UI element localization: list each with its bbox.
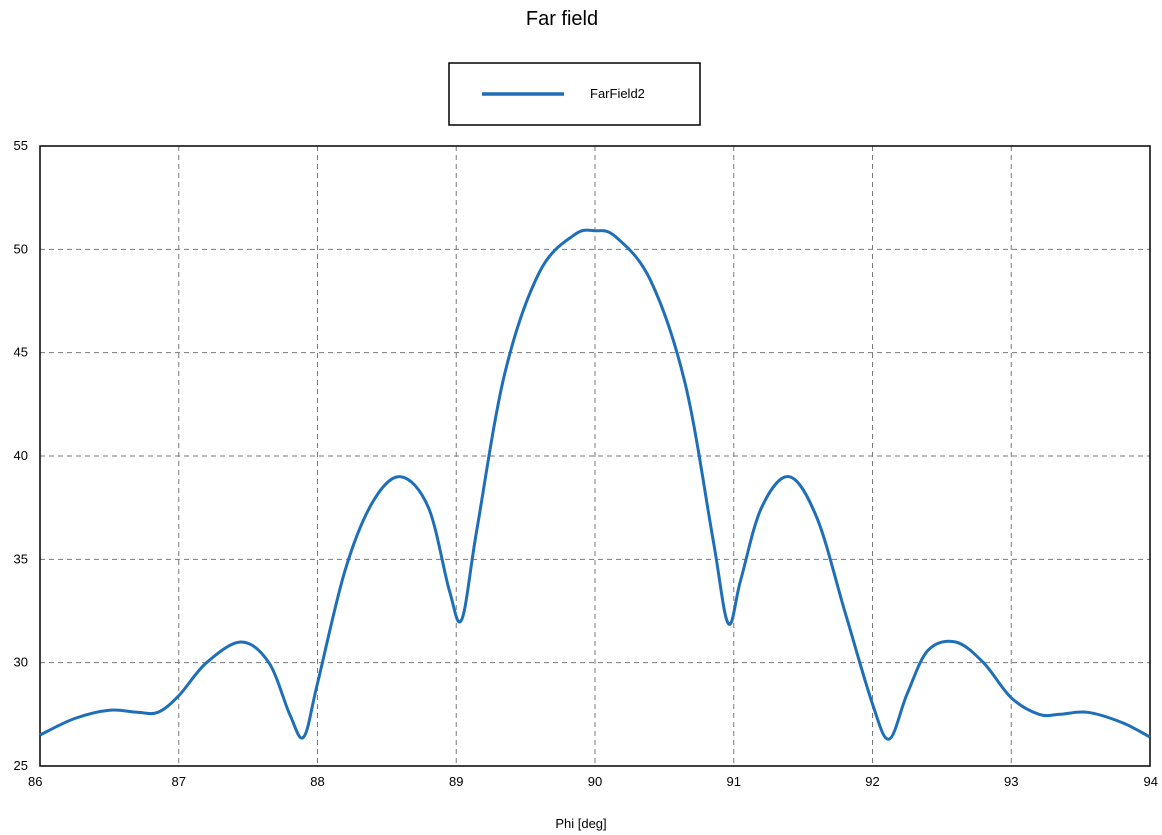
x-tick-label: 88	[310, 774, 324, 789]
y-tick-label: 50	[14, 241, 28, 256]
y-tick-label: 40	[14, 448, 28, 463]
x-tick-label: 90	[588, 774, 602, 789]
x-tick-label: 92	[865, 774, 879, 789]
y-tick-label: 45	[14, 345, 28, 360]
grid	[40, 146, 1150, 766]
series-layer	[39, 228, 1151, 741]
x-tick-label: 91	[727, 774, 741, 789]
legend: FarField2	[448, 62, 701, 126]
x-tick-label: 87	[172, 774, 186, 789]
x-tick-labels: 86 87 88 89 90 91 92 93 94	[28, 774, 1158, 789]
y-tick-label: 25	[14, 758, 28, 773]
y-tick-label: 35	[14, 551, 28, 566]
y-tick-label: 30	[14, 655, 28, 670]
y-tick-label: 55	[14, 138, 28, 153]
x-tick-label: 94	[1144, 774, 1158, 789]
x-axis-label: Phi [deg]	[555, 816, 606, 831]
x-tick-label: 93	[1004, 774, 1018, 789]
series-line-farfield2	[39, 228, 1151, 741]
plot-area-frame	[39, 145, 1151, 767]
x-tick-label: 86	[28, 774, 42, 789]
legend-label: FarField2	[590, 86, 645, 101]
x-tick-label: 89	[449, 774, 463, 789]
y-tick-labels: 25 30 35 40 45 50 55	[14, 138, 28, 773]
chart-title: Far field	[526, 8, 598, 30]
